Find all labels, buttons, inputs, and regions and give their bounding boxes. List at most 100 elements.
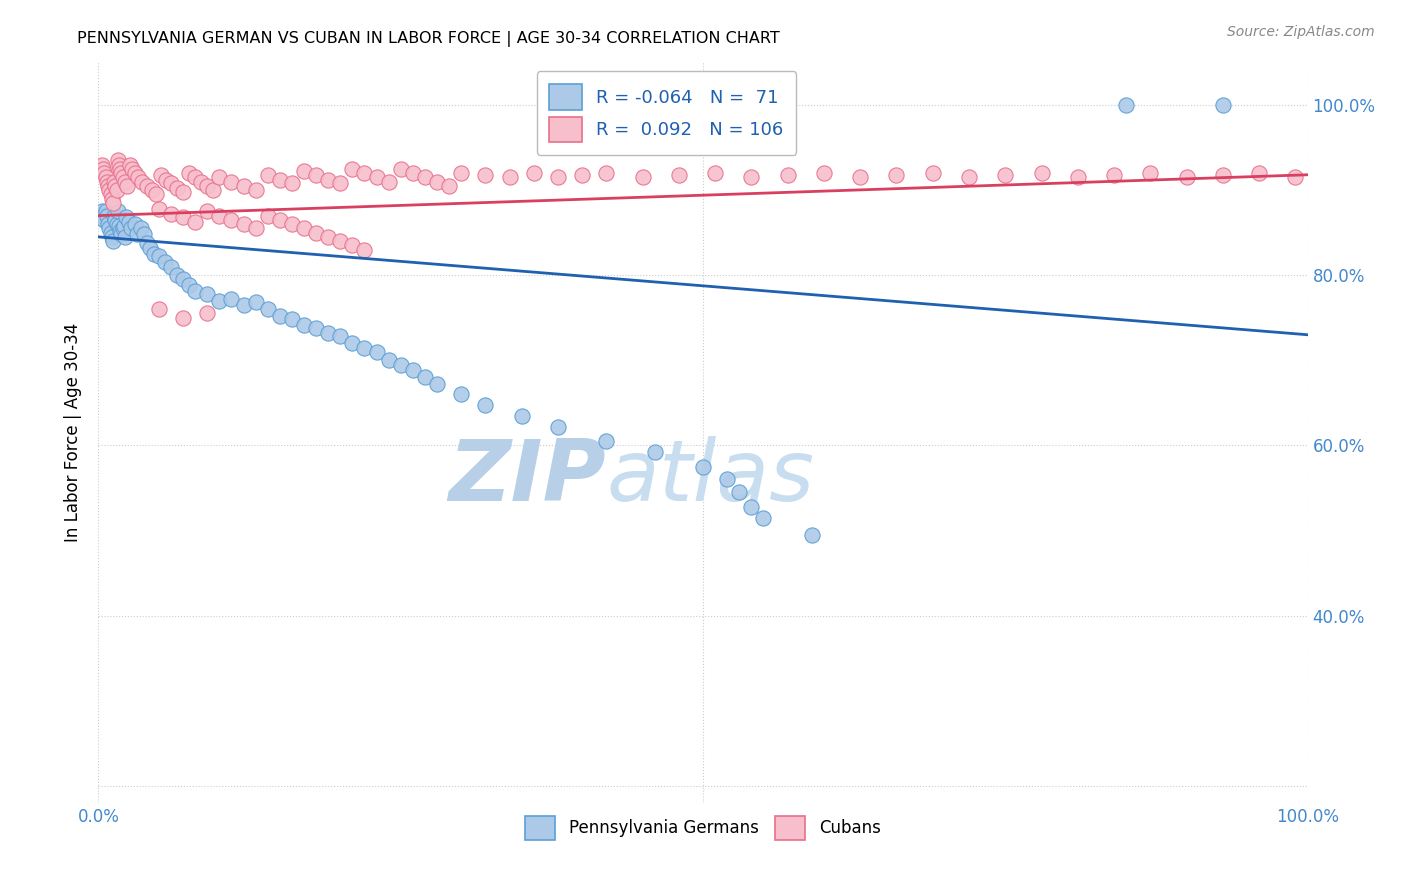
Point xyxy=(184,215,207,229)
Point xyxy=(124,166,146,180)
Point xyxy=(342,238,364,252)
Point xyxy=(155,173,177,187)
Point xyxy=(389,161,412,176)
Point xyxy=(595,434,617,449)
Point xyxy=(148,302,170,317)
Point xyxy=(740,170,762,185)
Legend: Pennsylvania Germans, Cubans: Pennsylvania Germans, Cubans xyxy=(519,809,887,847)
Point xyxy=(127,227,149,242)
Point xyxy=(131,175,153,189)
Point xyxy=(160,260,183,274)
Point xyxy=(437,178,460,193)
Point xyxy=(107,204,129,219)
Point xyxy=(100,192,122,206)
Point xyxy=(221,212,243,227)
Point xyxy=(195,178,218,193)
Point xyxy=(98,183,121,197)
Point xyxy=(692,459,714,474)
Point xyxy=(740,500,762,514)
Point xyxy=(426,377,449,392)
Point xyxy=(776,168,799,182)
Point xyxy=(232,217,254,231)
Point xyxy=(153,255,176,269)
Point xyxy=(1067,170,1090,185)
Point xyxy=(111,221,134,235)
Point xyxy=(118,157,141,171)
Point xyxy=(139,241,162,255)
Point xyxy=(402,363,425,377)
Point xyxy=(245,183,267,197)
Point xyxy=(256,302,278,317)
Point xyxy=(957,170,980,185)
Point xyxy=(316,326,339,340)
Point xyxy=(110,227,132,242)
Point xyxy=(91,157,114,171)
Point xyxy=(166,268,188,283)
Point xyxy=(305,321,328,335)
Point xyxy=(921,166,943,180)
Point xyxy=(190,175,212,189)
Point xyxy=(94,204,117,219)
Point xyxy=(195,204,218,219)
Point xyxy=(704,166,727,180)
Point xyxy=(426,175,449,189)
Point xyxy=(91,209,114,223)
Point xyxy=(107,153,129,168)
Point xyxy=(305,168,328,182)
Point xyxy=(208,209,231,223)
Point xyxy=(135,178,157,193)
Point xyxy=(97,217,120,231)
Point xyxy=(108,224,131,238)
Point xyxy=(994,168,1017,182)
Point xyxy=(245,295,267,310)
Point xyxy=(221,175,243,189)
Point xyxy=(124,217,146,231)
Point xyxy=(166,180,188,194)
Point xyxy=(172,185,194,199)
Point xyxy=(195,286,218,301)
Point xyxy=(93,166,115,180)
Point xyxy=(269,173,291,187)
Point xyxy=(179,278,201,293)
Point xyxy=(316,230,339,244)
Point xyxy=(1102,168,1125,182)
Point xyxy=(728,485,751,500)
Point xyxy=(1212,98,1234,112)
Point xyxy=(329,234,352,248)
Point xyxy=(366,344,388,359)
Point xyxy=(668,168,690,182)
Point xyxy=(150,168,173,182)
Point xyxy=(800,527,823,541)
Point xyxy=(377,353,399,368)
Point xyxy=(1212,168,1234,182)
Point xyxy=(172,211,194,225)
Point xyxy=(245,221,267,235)
Point xyxy=(104,178,127,193)
Point xyxy=(329,329,352,343)
Point xyxy=(631,170,654,185)
Point xyxy=(269,309,291,323)
Point xyxy=(305,226,328,240)
Point xyxy=(96,175,118,189)
Point xyxy=(208,170,231,185)
Point xyxy=(105,183,128,197)
Point xyxy=(121,161,143,176)
Point xyxy=(644,445,666,459)
Point xyxy=(202,183,225,197)
Point xyxy=(886,168,908,182)
Point xyxy=(135,235,157,250)
Point xyxy=(1249,166,1271,180)
Point xyxy=(547,170,569,185)
Point xyxy=(474,168,496,182)
Text: Source: ZipAtlas.com: Source: ZipAtlas.com xyxy=(1227,25,1375,39)
Point xyxy=(413,170,436,185)
Point xyxy=(148,250,170,264)
Point xyxy=(111,170,134,185)
Point xyxy=(110,166,132,180)
Point xyxy=(281,312,304,326)
Point xyxy=(269,212,291,227)
Point xyxy=(103,175,125,189)
Point xyxy=(108,157,131,171)
Point xyxy=(104,212,127,227)
Text: ZIP: ZIP xyxy=(449,435,606,518)
